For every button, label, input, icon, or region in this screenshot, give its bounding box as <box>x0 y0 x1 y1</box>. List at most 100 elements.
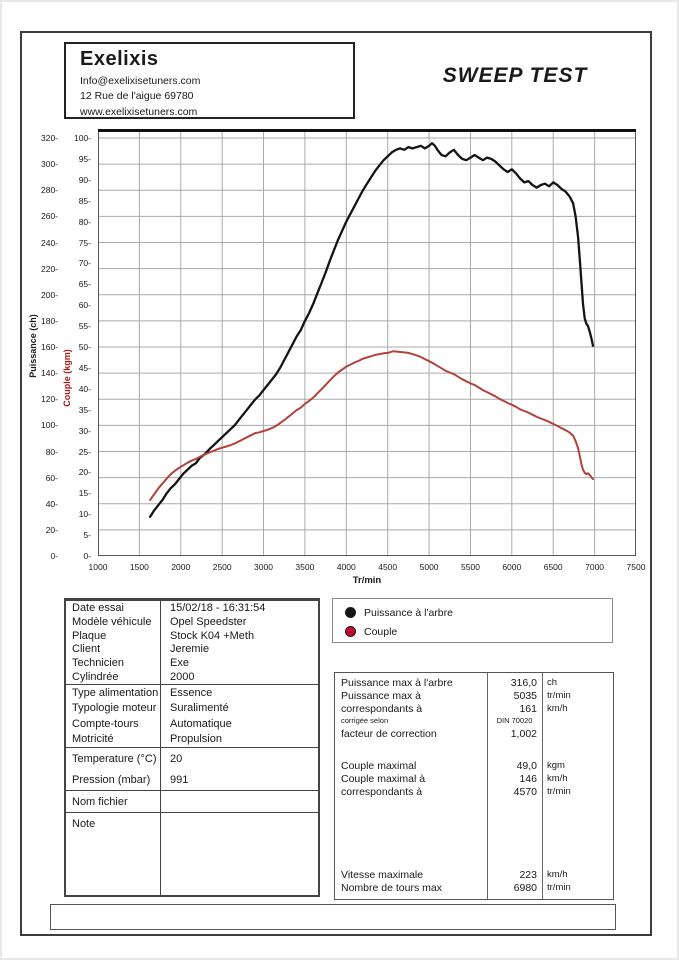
footer-empty-bar <box>50 904 616 930</box>
info-value <box>160 818 170 830</box>
result-label: Vitesse maximale <box>341 869 424 882</box>
torque-tick-label: 55- <box>78 321 91 332</box>
torque-tick-label: 25- <box>78 446 91 457</box>
legend-label: Puissance à l'arbre <box>364 606 453 619</box>
results-row: Vitesse maximale 223 km/h <box>335 869 613 882</box>
torque-tick-label: 30- <box>78 425 91 436</box>
power-tick-label: 60- <box>45 472 58 483</box>
x-tick-label: 1000 <box>88 562 108 572</box>
plot-border <box>98 129 636 556</box>
info-label: Cylindrée <box>72 671 119 684</box>
results-group: Puissance max à l'arbre 316,0 ch Puissance … <box>335 677 613 741</box>
info-value: 15/02/18 - 16:31:54 <box>170 601 266 614</box>
info-label: Date essai <box>72 601 124 614</box>
info-table-row: Plaque Stock K04 +Meth <box>66 630 318 642</box>
torque-tick-label: 5- <box>83 530 91 541</box>
info-table-row: Type alimentation Essence <box>66 687 318 699</box>
info-value: 2000 <box>170 671 195 684</box>
results-table: Puissance max à l'arbre 316,0 ch Puissance … <box>334 672 614 900</box>
legend-label: Couple <box>364 625 398 638</box>
info-value <box>160 796 170 808</box>
info-label: Typologie moteur <box>72 702 157 715</box>
result-unit: tr/min <box>547 882 571 894</box>
torque-tick-label: 10- <box>78 509 91 520</box>
info-label: Plaque <box>72 629 107 642</box>
info-table-divider <box>160 600 161 895</box>
power-tick-label: 300- <box>40 159 58 170</box>
x-tick-label: 5500 <box>461 562 480 572</box>
x-tick-label: 2000 <box>171 562 191 572</box>
legend-marker-icon <box>345 607 356 618</box>
torque-tick-label: 0- <box>83 551 91 561</box>
legend-marker-icon <box>345 626 356 637</box>
info-label: Compte-tours <box>72 717 139 730</box>
torque-tick-label: 75- <box>78 237 91 248</box>
info-label: Nom fichier <box>72 795 128 808</box>
result-value: 49,0 <box>516 759 537 772</box>
result-unit: kgm <box>547 759 565 771</box>
info-value: Suralimenté <box>170 702 229 715</box>
info-table-row: Temperature (°C) 20 <box>66 753 318 765</box>
result-value: DIN 70020 <box>496 716 533 726</box>
result-value: 1,002 <box>510 728 537 741</box>
power-tick-label: 140- <box>40 368 58 379</box>
info-table-row: Typologie moteur Suralimenté <box>66 702 318 714</box>
torque-tick-label: 95- <box>78 153 91 164</box>
info-table-row: Modèle véhicule Opel Speedster <box>66 616 318 628</box>
power-tick-label: 120- <box>40 394 58 405</box>
result-label: Puissance max à <box>341 689 421 702</box>
vehicle-info-table: Date essai 15/02/18 - 16:31:54 Modèle véhi… <box>64 598 320 897</box>
x-tick-label: 4500 <box>378 562 398 572</box>
torque-tick-label: 35- <box>78 404 91 415</box>
info-value: Automatique <box>170 717 232 730</box>
power-tick-label: 320- <box>40 133 58 143</box>
power-tick-label: 180- <box>40 315 58 326</box>
torque-tick-label: 20- <box>78 467 91 478</box>
power-tick-label: 280- <box>40 185 58 196</box>
torque-tick-label: 60- <box>78 300 91 311</box>
company-name: Exelixis <box>80 48 159 70</box>
results-group: Vitesse maximale 223 km/h Nombre de tours m… <box>335 869 613 895</box>
results-row: Puissance max à 5035 tr/min <box>335 690 613 703</box>
power-tick-label: 220- <box>40 263 58 274</box>
torque-tick-label: 70- <box>78 258 91 269</box>
x-tick-label: 4000 <box>336 562 356 572</box>
result-label: Puissance max à l'arbre <box>341 677 453 689</box>
x-tick-label: 5000 <box>419 562 439 572</box>
power-tick-label: 20- <box>45 524 58 535</box>
power-tick-label: 200- <box>40 289 58 300</box>
page-frame <box>20 31 652 936</box>
info-table-group: Date essai 15/02/18 - 16:31:54 Modèle véhi… <box>66 600 318 684</box>
results-table-divider-2 <box>542 673 543 899</box>
info-table-group: Type alimentation Essence Typologie moteur… <box>66 684 318 747</box>
results-row: Couple maximal 49,0 kgm <box>335 760 613 773</box>
result-value: 6980 <box>513 882 537 895</box>
result-label: Couple maximal à <box>341 772 426 785</box>
result-value: 316,0 <box>510 677 537 689</box>
torque-tick-label: 90- <box>78 174 91 185</box>
info-table-row: Cylindrée 2000 <box>66 671 318 683</box>
result-unit: tr/min <box>547 689 571 701</box>
torque-tick-label: 65- <box>78 279 91 290</box>
report-title: SWEEP TEST <box>442 64 588 87</box>
x-tick-label: 1500 <box>129 562 149 572</box>
x-tick-label: 3500 <box>295 562 315 572</box>
legend-item: Puissance à l'arbre <box>345 603 612 622</box>
power-axis-title: Puissance (ch) <box>28 314 38 378</box>
x-tick-label: 6500 <box>543 562 563 572</box>
info-table-row: Motricité Propulsion <box>66 733 318 745</box>
info-table-row: Client Jeremie <box>66 643 318 655</box>
info-label: Technicien <box>72 657 124 670</box>
info-table-row: Date essai 15/02/18 - 16:31:54 <box>66 602 318 614</box>
info-table-group: Note <box>66 812 318 895</box>
results-table-divider-1 <box>487 673 488 899</box>
power-curve <box>148 142 595 518</box>
result-value: 161 <box>519 702 537 715</box>
result-label: Couple maximal <box>341 759 417 772</box>
info-label: Note <box>72 818 96 830</box>
result-label: corrigée selon <box>341 716 389 726</box>
result-value: 146 <box>519 772 537 785</box>
info-table-row: Technicien Exe <box>66 657 318 669</box>
dyno-chart-plot <box>98 129 636 556</box>
